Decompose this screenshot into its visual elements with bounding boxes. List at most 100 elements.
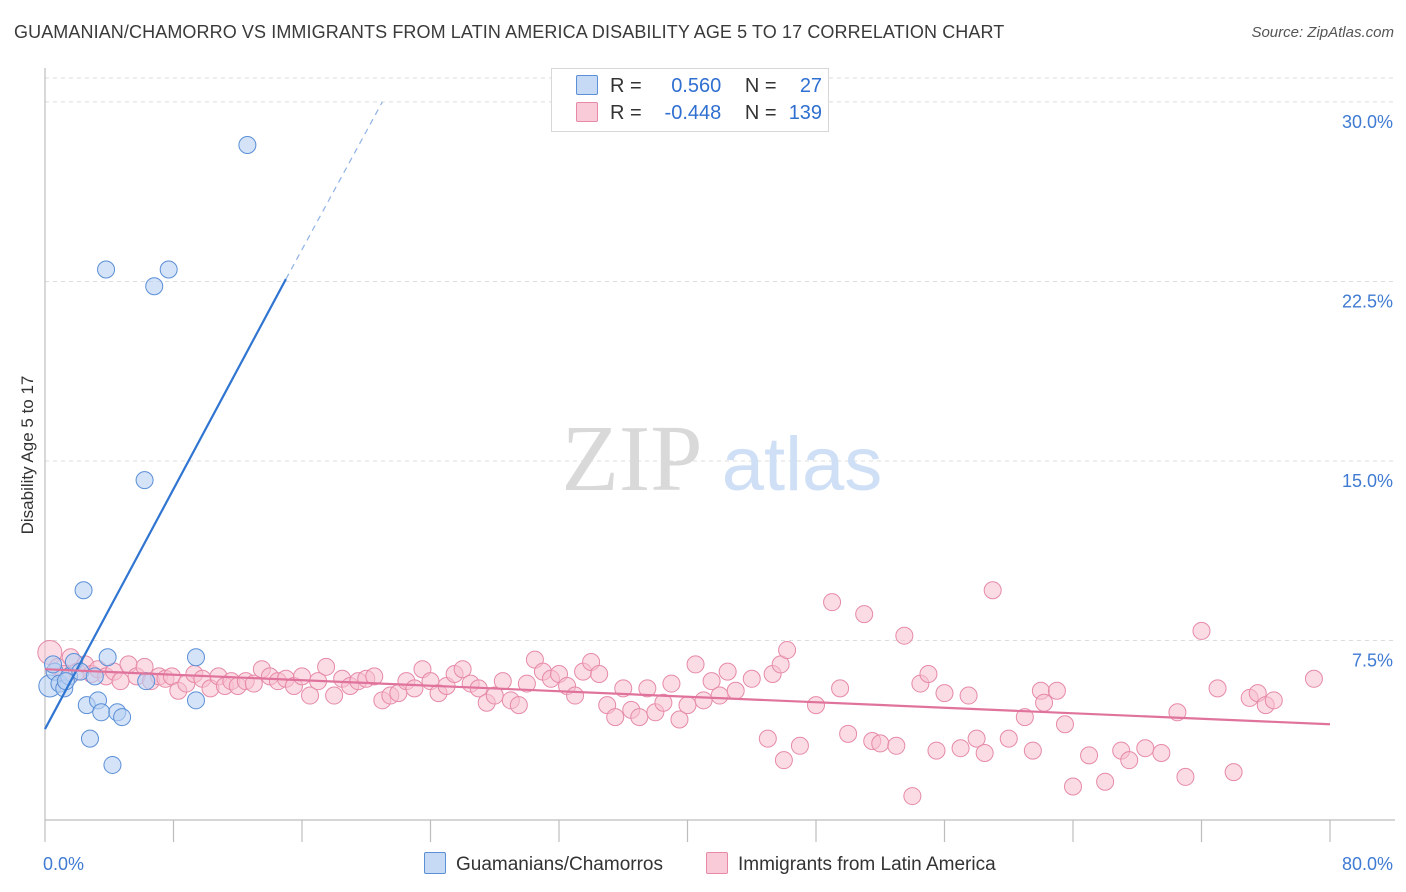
legend-label-guamanian: Guamanians/Chamorros: [456, 854, 663, 875]
point-immigrants: [670, 710, 689, 729]
point-immigrants: [839, 724, 858, 743]
point-immigrants: [566, 686, 585, 705]
point-immigrants: [871, 734, 890, 753]
point-immigrants: [1304, 669, 1323, 688]
point-guamanian: [159, 260, 178, 279]
point-guamanian: [74, 581, 93, 600]
point-immigrants: [999, 729, 1018, 748]
point-immigrants: [855, 605, 874, 624]
legend-n-label: N =: [744, 75, 777, 97]
legend-n-value-immigrants: 139: [788, 102, 823, 124]
point-immigrants: [606, 708, 625, 727]
point-guamanian: [80, 729, 99, 748]
point-immigrants: [927, 741, 946, 760]
legend-row-immigrants: R = -0.448 N = 139: [576, 102, 822, 126]
point-immigrants: [1023, 741, 1042, 760]
point-guamanian: [137, 672, 156, 691]
point-guamanian: [135, 471, 154, 490]
point-guamanian: [145, 277, 164, 296]
axis-ticks: 7.5% 15.0% 22.5% 30.0% 0.0% 80.0%: [43, 112, 1393, 874]
x-tick-label-max: 80.0%: [1342, 854, 1393, 874]
point-immigrants: [509, 696, 528, 715]
point-immigrants: [1192, 621, 1211, 640]
point-immigrants: [694, 691, 713, 710]
legend-n-label-2: N =: [744, 102, 777, 124]
point-immigrants: [1035, 693, 1054, 712]
point-immigrants: [831, 679, 850, 698]
point-immigrants: [662, 674, 681, 693]
point-immigrants: [493, 672, 512, 691]
point-immigrants: [630, 708, 649, 727]
point-guamanian: [186, 648, 205, 667]
point-immigrants: [301, 686, 320, 705]
point-immigrants: [1120, 751, 1139, 770]
y-tick-label: 22.5%: [1342, 291, 1393, 311]
point-immigrants: [758, 729, 777, 748]
legend-row-guamanian: R = 0.560 N = 27: [576, 75, 822, 99]
point-immigrants: [975, 743, 994, 762]
point-immigrants: [702, 672, 721, 691]
point-immigrants: [1047, 681, 1066, 700]
watermark: ZIP atlas: [562, 407, 883, 511]
point-immigrants: [726, 681, 745, 700]
point-immigrants: [686, 655, 705, 674]
point-immigrants: [317, 657, 336, 676]
point-guamanian: [186, 691, 205, 710]
watermark-atlas: atlas: [722, 422, 883, 507]
point-guamanian: [98, 648, 117, 667]
point-guamanian: [97, 260, 116, 279]
correlation-legend: R = 0.560 N = 27 R = -0.448 N = 139: [551, 68, 829, 132]
y-tick-label: 30.0%: [1342, 112, 1393, 132]
trend-line-immigrants: [44, 668, 1331, 726]
watermark-zip: ZIP: [562, 407, 703, 511]
point-immigrants: [517, 674, 536, 693]
point-immigrants: [742, 669, 761, 688]
legend-r-label-2: R =: [610, 102, 642, 124]
point-immigrants: [895, 626, 914, 645]
point-immigrants: [325, 686, 344, 705]
point-immigrants: [951, 739, 970, 758]
point-immigrants: [1264, 691, 1283, 710]
point-immigrants: [678, 696, 697, 715]
point-immigrants: [1208, 679, 1227, 698]
point-immigrants: [807, 696, 825, 715]
point-immigrants: [919, 664, 938, 683]
legend-r-value-guamanian: 0.560: [671, 75, 722, 97]
legend-swatch-guamanian: [424, 852, 446, 874]
point-immigrants: [654, 693, 673, 712]
source-label: Source: ZipAtlas.com: [1251, 24, 1394, 41]
legend-swatch-immigrants: [706, 852, 728, 874]
point-immigrants: [1080, 746, 1099, 765]
point-immigrants: [1176, 767, 1195, 786]
point-immigrants: [967, 729, 986, 748]
y-tick-label: 7.5%: [1352, 650, 1393, 670]
legend-item-guamanian[interactable]: Guamanians/Chamorros: [424, 852, 663, 876]
y-axis-label: Disability Age 5 to 17: [18, 375, 37, 535]
gridlines: [45, 77, 1395, 641]
axes: [44, 68, 1395, 842]
point-immigrants: [365, 667, 384, 686]
point-guamanian: [103, 755, 122, 774]
point-immigrants: [590, 664, 609, 683]
point-immigrants: [903, 787, 922, 806]
point-immigrants: [887, 736, 906, 755]
series-guamanian-points: [38, 136, 257, 774]
legend-label-immigrants: Immigrants from Latin America: [738, 854, 996, 875]
point-immigrants: [935, 684, 954, 703]
point-immigrants: [638, 679, 657, 698]
point-immigrants: [774, 751, 793, 770]
legend-item-immigrants[interactable]: Immigrants from Latin America: [706, 852, 996, 876]
point-immigrants: [111, 672, 130, 691]
point-guamanian: [92, 703, 111, 722]
point-immigrants: [1015, 708, 1034, 727]
point-guamanian: [113, 708, 132, 727]
trend-line-guamanian-extension: [285, 101, 383, 280]
point-immigrants: [1064, 777, 1082, 796]
x-tick-label-min: 0.0%: [43, 854, 84, 874]
point-immigrants: [614, 679, 633, 698]
point-immigrants: [790, 736, 809, 755]
legend-r-value-immigrants: -0.448: [664, 102, 722, 124]
point-immigrants: [1055, 715, 1074, 734]
legend-r-label: R =: [610, 75, 642, 97]
